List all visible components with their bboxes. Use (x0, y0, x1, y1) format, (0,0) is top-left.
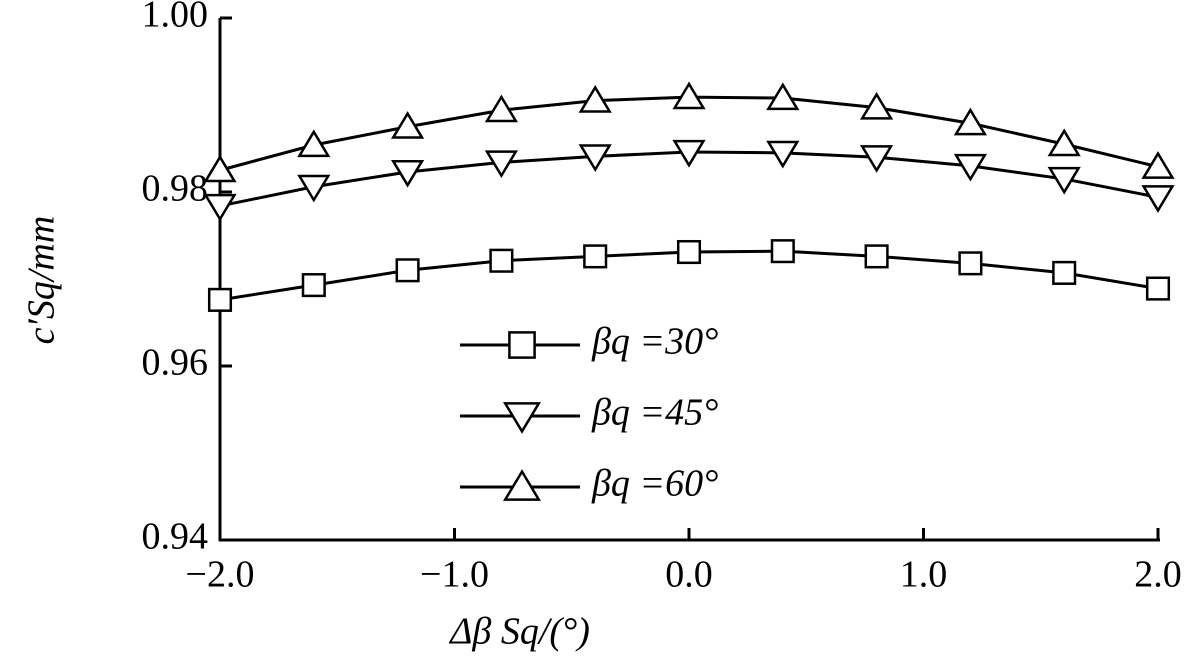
y-tick-label: 0.94 (142, 516, 209, 558)
marker (207, 287, 233, 312)
marker (390, 111, 425, 139)
marker (1052, 260, 1077, 285)
legend-label: βq =45° (591, 392, 718, 434)
marker (484, 94, 519, 123)
legend-label: βq =60° (591, 463, 718, 505)
marker (508, 331, 536, 359)
marker (766, 82, 800, 111)
legend-label: βq =30° (591, 321, 718, 363)
x-tick-label: −2.0 (186, 554, 255, 596)
marker (502, 402, 542, 434)
marker (1141, 151, 1175, 179)
marker (672, 139, 706, 168)
marker (672, 81, 706, 110)
y-axis-label: c′Sq/mm (21, 216, 63, 345)
x-tick-label: 0.0 (665, 554, 713, 596)
marker (953, 153, 988, 182)
marker (502, 469, 542, 501)
x-axis-label: Δβ Sq/(°) (448, 611, 590, 653)
marker (1047, 166, 1081, 195)
marker (676, 239, 702, 265)
x-tick-label: 2.0 (1134, 554, 1182, 596)
marker (1047, 128, 1081, 157)
marker (578, 85, 612, 113)
marker (395, 258, 420, 283)
marker (1141, 185, 1175, 213)
marker (203, 154, 237, 183)
marker (297, 129, 331, 158)
y-tick-label: 0.96 (142, 342, 209, 384)
marker (1145, 276, 1171, 301)
marker (953, 107, 988, 136)
marker (203, 193, 237, 222)
marker (578, 144, 612, 172)
marker (297, 174, 331, 203)
marker (859, 91, 894, 120)
marker (583, 244, 608, 269)
y-tick-label: 0.98 (142, 168, 209, 210)
marker (766, 140, 800, 169)
marker (770, 239, 795, 264)
marker (864, 244, 889, 269)
marker (484, 150, 519, 179)
marker (489, 248, 514, 273)
y-tick-label: 1.00 (142, 0, 209, 36)
x-tick-label: 1.0 (900, 554, 948, 596)
marker (859, 145, 894, 173)
marker (390, 159, 425, 188)
x-tick-label: −1.0 (420, 554, 489, 596)
marker (301, 273, 326, 298)
marker (958, 251, 983, 276)
